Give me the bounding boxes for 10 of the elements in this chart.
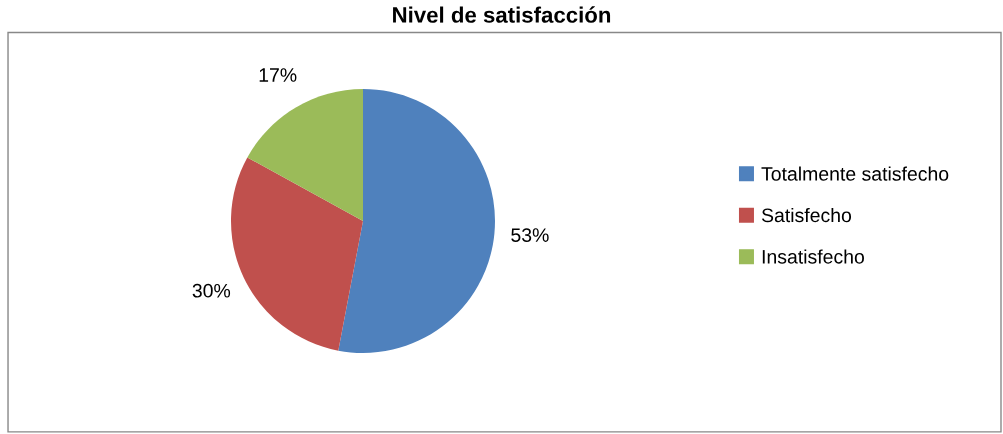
legend-label: Totalmente satisfecho	[761, 166, 949, 181]
pie-slice	[338, 89, 495, 353]
data-label: 53%	[511, 228, 549, 242]
pie-slice	[231, 157, 363, 351]
legend-label: Insatisfecho	[762, 249, 864, 264]
data-label: 17%	[259, 68, 297, 82]
data-label: 30%	[192, 283, 231, 298]
chart-title: Nivel de satisfacción	[393, 6, 611, 23]
pie-slice	[247, 89, 363, 221]
legend-label: Satisfecho	[761, 207, 852, 223]
